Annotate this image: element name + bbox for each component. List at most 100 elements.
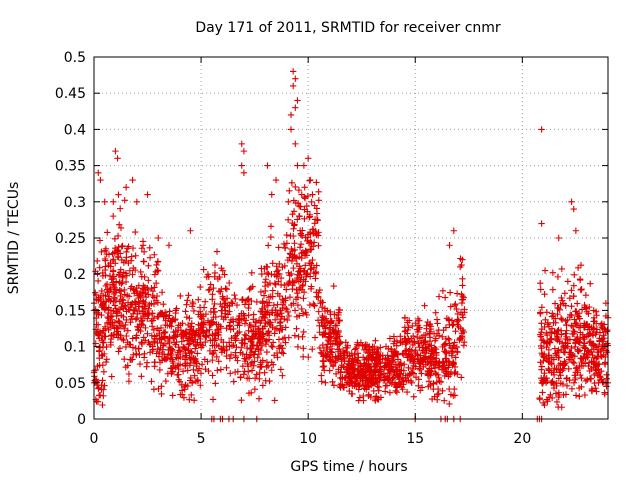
data-point <box>182 329 189 336</box>
data-point <box>261 369 268 376</box>
data-point <box>249 333 256 340</box>
data-point <box>209 319 217 327</box>
data-point <box>321 307 329 315</box>
data-point <box>210 284 217 292</box>
data-point <box>255 395 263 402</box>
data-point <box>149 343 156 350</box>
data-point <box>344 366 351 374</box>
data-point <box>298 305 305 313</box>
data-point <box>543 355 551 362</box>
data-point <box>233 343 240 351</box>
data-point <box>439 387 446 395</box>
data-point <box>271 271 279 279</box>
data-point <box>341 349 348 357</box>
data-point <box>409 341 416 349</box>
data-point <box>569 358 577 366</box>
data-point <box>319 341 327 349</box>
data-point <box>182 308 189 315</box>
data-point <box>390 358 398 366</box>
data-point <box>389 375 396 382</box>
data-point <box>191 372 198 379</box>
data-point <box>598 376 605 383</box>
data-point <box>294 216 301 223</box>
data-point <box>174 331 181 339</box>
data-point <box>562 359 569 367</box>
data-point <box>283 240 291 247</box>
data-point <box>362 341 369 348</box>
data-point <box>141 290 149 297</box>
data-point <box>303 311 310 319</box>
data-point <box>375 387 382 394</box>
data-point <box>123 308 130 315</box>
data-point <box>592 308 600 315</box>
data-point <box>417 357 424 364</box>
data-point <box>214 367 221 374</box>
data-point <box>551 300 559 307</box>
data-point <box>241 368 248 375</box>
data-point <box>111 235 119 242</box>
data-point <box>226 319 234 326</box>
data-point <box>314 217 321 224</box>
data-point <box>112 147 119 155</box>
data-point <box>380 370 388 377</box>
data-point <box>122 184 130 191</box>
data-point <box>372 363 379 370</box>
data-point <box>102 272 109 279</box>
data-point <box>307 266 314 273</box>
data-point <box>342 339 350 346</box>
data-point <box>117 266 124 273</box>
data-point <box>191 332 198 340</box>
data-point <box>251 351 258 358</box>
data-point <box>233 301 241 309</box>
data-point <box>442 324 450 331</box>
data-point <box>161 356 169 363</box>
data-point <box>602 353 609 361</box>
data-point <box>215 358 222 365</box>
data-point <box>171 316 179 324</box>
data-point <box>543 309 551 316</box>
data-point <box>206 286 213 293</box>
data-point <box>589 342 597 349</box>
data-point <box>264 362 272 369</box>
data-point <box>130 307 138 314</box>
data-point <box>547 391 554 398</box>
data-point <box>171 339 178 346</box>
data-point <box>315 242 322 249</box>
data-point <box>269 287 276 294</box>
data-point <box>432 335 439 342</box>
data-point <box>544 398 551 405</box>
data-point <box>537 342 545 350</box>
data-point <box>349 361 356 369</box>
data-point <box>459 326 466 334</box>
y-axis-tick-labels: 0 0.05 0.1 0.15 0.2 0.25 0.3 0.35 0.4 0.45 0.5 <box>55 50 86 428</box>
y-tick-label: 0.35 <box>55 159 86 175</box>
data-point <box>540 374 547 382</box>
data-point <box>409 365 416 373</box>
data-point <box>215 342 223 350</box>
data-point <box>124 362 131 369</box>
data-point <box>99 337 106 344</box>
data-point <box>447 303 454 310</box>
data-point <box>319 323 326 330</box>
data-point <box>369 351 376 358</box>
data-point <box>570 282 578 289</box>
data-point <box>327 320 334 327</box>
data-point <box>108 373 115 380</box>
data-point <box>144 315 151 322</box>
data-point <box>425 378 433 385</box>
data-point <box>327 311 334 318</box>
data-point <box>571 372 578 379</box>
data-point <box>111 318 119 326</box>
data-point <box>115 191 122 198</box>
data-point <box>574 369 581 376</box>
data-point <box>267 233 275 241</box>
data-point <box>125 370 133 378</box>
data-point <box>118 243 125 250</box>
data-point <box>416 317 423 324</box>
data-point <box>279 335 287 343</box>
data-point <box>238 315 246 323</box>
data-point <box>141 305 149 313</box>
data-point <box>332 370 340 377</box>
data-point <box>226 355 234 362</box>
y-tick-label: 0.45 <box>55 86 86 102</box>
